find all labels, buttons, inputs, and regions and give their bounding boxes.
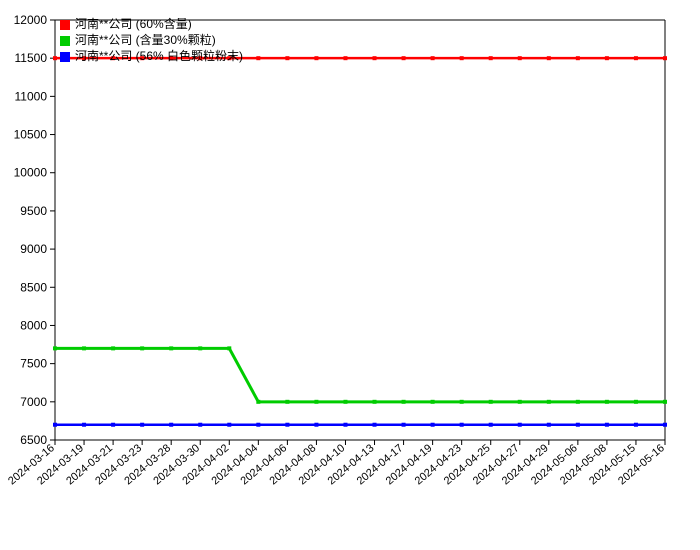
series-marker xyxy=(82,423,86,427)
y-tick-label: 8000 xyxy=(20,318,47,332)
series-marker xyxy=(373,423,377,427)
chart-svg: 6500 7000 7500 8000 8500 9000 9500 10000 10500 11… xyxy=(0,0,700,550)
series-marker xyxy=(402,400,406,404)
legend-label: 河南**公司 (56% 白色颗粒粉末) xyxy=(75,48,243,63)
series-marker xyxy=(198,423,202,427)
series-marker xyxy=(256,56,260,60)
series-marker xyxy=(343,400,347,404)
series-marker xyxy=(518,56,522,60)
y-tick-label: 11000 xyxy=(15,89,48,103)
series-marker xyxy=(489,56,493,60)
series-marker xyxy=(402,56,406,60)
series-marker xyxy=(285,423,289,427)
price-chart: 6500 7000 7500 8000 8500 9000 9500 10000 10500 11… xyxy=(0,0,700,550)
y-tick-label: 11500 xyxy=(15,51,48,65)
series-marker xyxy=(663,400,667,404)
series-marker xyxy=(663,423,667,427)
series-marker xyxy=(53,346,57,350)
y-tick-label: 7000 xyxy=(20,395,47,409)
series-marker xyxy=(431,56,435,60)
series-marker xyxy=(605,56,609,60)
series-marker xyxy=(140,423,144,427)
y-tick-label: 6500 xyxy=(20,433,47,447)
series-marker xyxy=(460,423,464,427)
y-tick-label: 8500 xyxy=(20,280,47,294)
series-marker xyxy=(634,56,638,60)
series-marker xyxy=(518,423,522,427)
series-marker xyxy=(402,423,406,427)
y-tick-label: 10000 xyxy=(14,166,48,180)
y-tick-label: 7500 xyxy=(20,357,47,371)
series-marker xyxy=(634,400,638,404)
series-marker xyxy=(373,56,377,60)
legend-marker xyxy=(60,36,70,46)
series-marker xyxy=(605,400,609,404)
y-tick-label: 12000 xyxy=(14,13,48,27)
series-marker xyxy=(82,346,86,350)
series-marker xyxy=(663,56,667,60)
series-marker xyxy=(169,423,173,427)
series-marker xyxy=(227,423,231,427)
series-marker xyxy=(431,400,435,404)
series-marker xyxy=(547,400,551,404)
series-marker xyxy=(285,56,289,60)
series-marker xyxy=(256,423,260,427)
series-marker xyxy=(111,346,115,350)
series-marker xyxy=(547,56,551,60)
series-marker xyxy=(547,423,551,427)
series-marker xyxy=(576,400,580,404)
y-tick-label: 9000 xyxy=(20,242,47,256)
series-marker xyxy=(111,423,115,427)
series-marker xyxy=(605,423,609,427)
series-marker xyxy=(460,56,464,60)
series-marker xyxy=(431,423,435,427)
series-marker xyxy=(489,423,493,427)
series-marker xyxy=(53,423,57,427)
legend-label: 河南**公司 (含量30%颗粒) xyxy=(75,32,216,47)
legend-marker xyxy=(60,20,70,30)
y-tick-label: 9500 xyxy=(20,204,47,218)
series-marker xyxy=(518,400,522,404)
series-marker xyxy=(285,400,289,404)
series-marker xyxy=(343,56,347,60)
series-marker xyxy=(198,346,202,350)
series-marker xyxy=(314,56,318,60)
series-marker xyxy=(489,400,493,404)
series-marker xyxy=(227,346,231,350)
series-marker xyxy=(53,56,57,60)
series-marker xyxy=(314,400,318,404)
series-marker xyxy=(140,346,144,350)
series-marker xyxy=(576,423,580,427)
series-marker xyxy=(169,346,173,350)
series-marker xyxy=(460,400,464,404)
series-marker xyxy=(634,423,638,427)
y-tick-label: 10500 xyxy=(14,128,48,142)
series-line xyxy=(55,348,665,401)
series-marker xyxy=(373,400,377,404)
series-marker xyxy=(576,56,580,60)
legend-label: 河南**公司 (60%含量) xyxy=(75,16,192,31)
series-marker xyxy=(256,400,260,404)
legend-marker xyxy=(60,52,70,62)
series-marker xyxy=(314,423,318,427)
series-marker xyxy=(343,423,347,427)
